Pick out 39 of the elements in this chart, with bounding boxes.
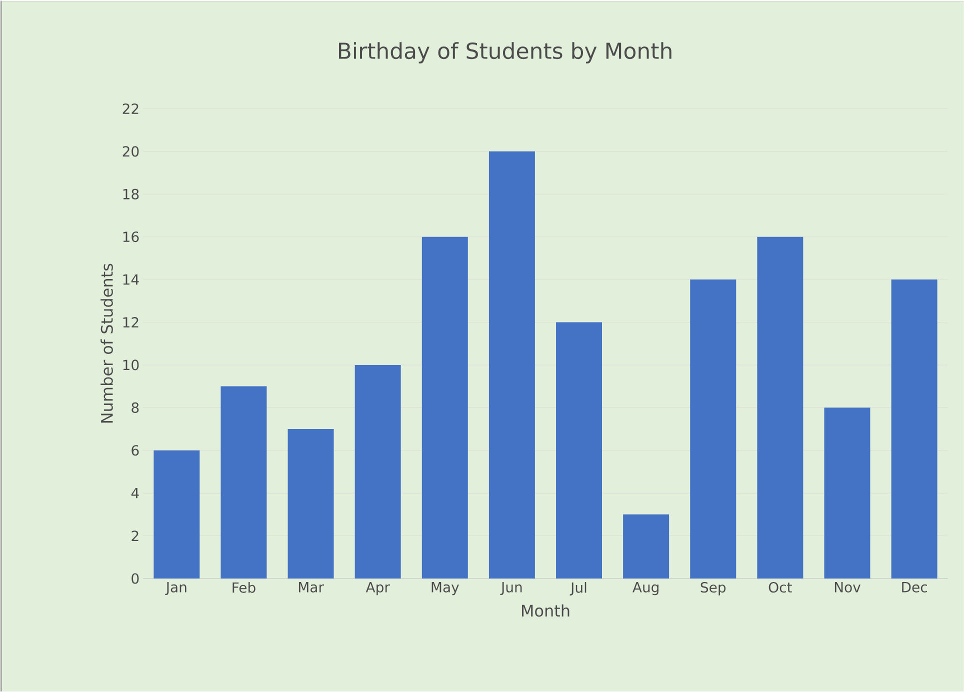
y-tick-label: 10	[123, 360, 139, 370]
bar	[556, 322, 602, 578]
y-tick-label: 12	[123, 316, 138, 328]
y-tick-label: 4	[131, 488, 139, 498]
x-tick-label: Jul	[570, 582, 586, 596]
y-tick-label: 0	[132, 573, 139, 584]
y-tick-label: 8	[132, 402, 139, 413]
y-tick-label: 22	[122, 103, 138, 114]
chart-title: Birthday of Students by Month	[338, 42, 672, 64]
bar	[757, 236, 804, 578]
x-tick-label: Jun	[500, 582, 522, 595]
y-tick-label: 14	[123, 274, 139, 285]
bar	[154, 450, 200, 578]
bar	[220, 386, 267, 578]
bar	[288, 428, 334, 578]
bar	[623, 514, 670, 578]
y-tick-label: 2	[132, 530, 138, 541]
bar	[824, 408, 870, 578]
y-tick-label: 6	[132, 444, 139, 456]
y-tick-label: 18	[123, 188, 139, 200]
x-tick-label: Sep	[700, 582, 726, 596]
x-tick-label: Oct	[768, 582, 792, 593]
x-tick-label: Nov	[834, 582, 860, 592]
y-tick-label: 20	[122, 146, 139, 157]
x-tick-label: Mar	[298, 582, 324, 592]
bar	[690, 279, 736, 578]
bar	[422, 236, 468, 578]
x-tick-label: Jan	[165, 582, 186, 595]
bar	[354, 364, 401, 578]
y-tick-label: 16	[123, 231, 139, 242]
x-tick-label: May	[432, 582, 459, 596]
y-axis-title: Number of Students	[100, 264, 113, 422]
x-tick-label: Feb	[232, 582, 256, 593]
x-tick-label: Apr	[366, 582, 390, 596]
x-axis-title: Month	[522, 604, 570, 617]
x-tick-label: Aug	[632, 582, 658, 596]
bar	[891, 279, 938, 578]
bar	[488, 151, 535, 578]
x-tick-label: Dec	[902, 582, 927, 592]
